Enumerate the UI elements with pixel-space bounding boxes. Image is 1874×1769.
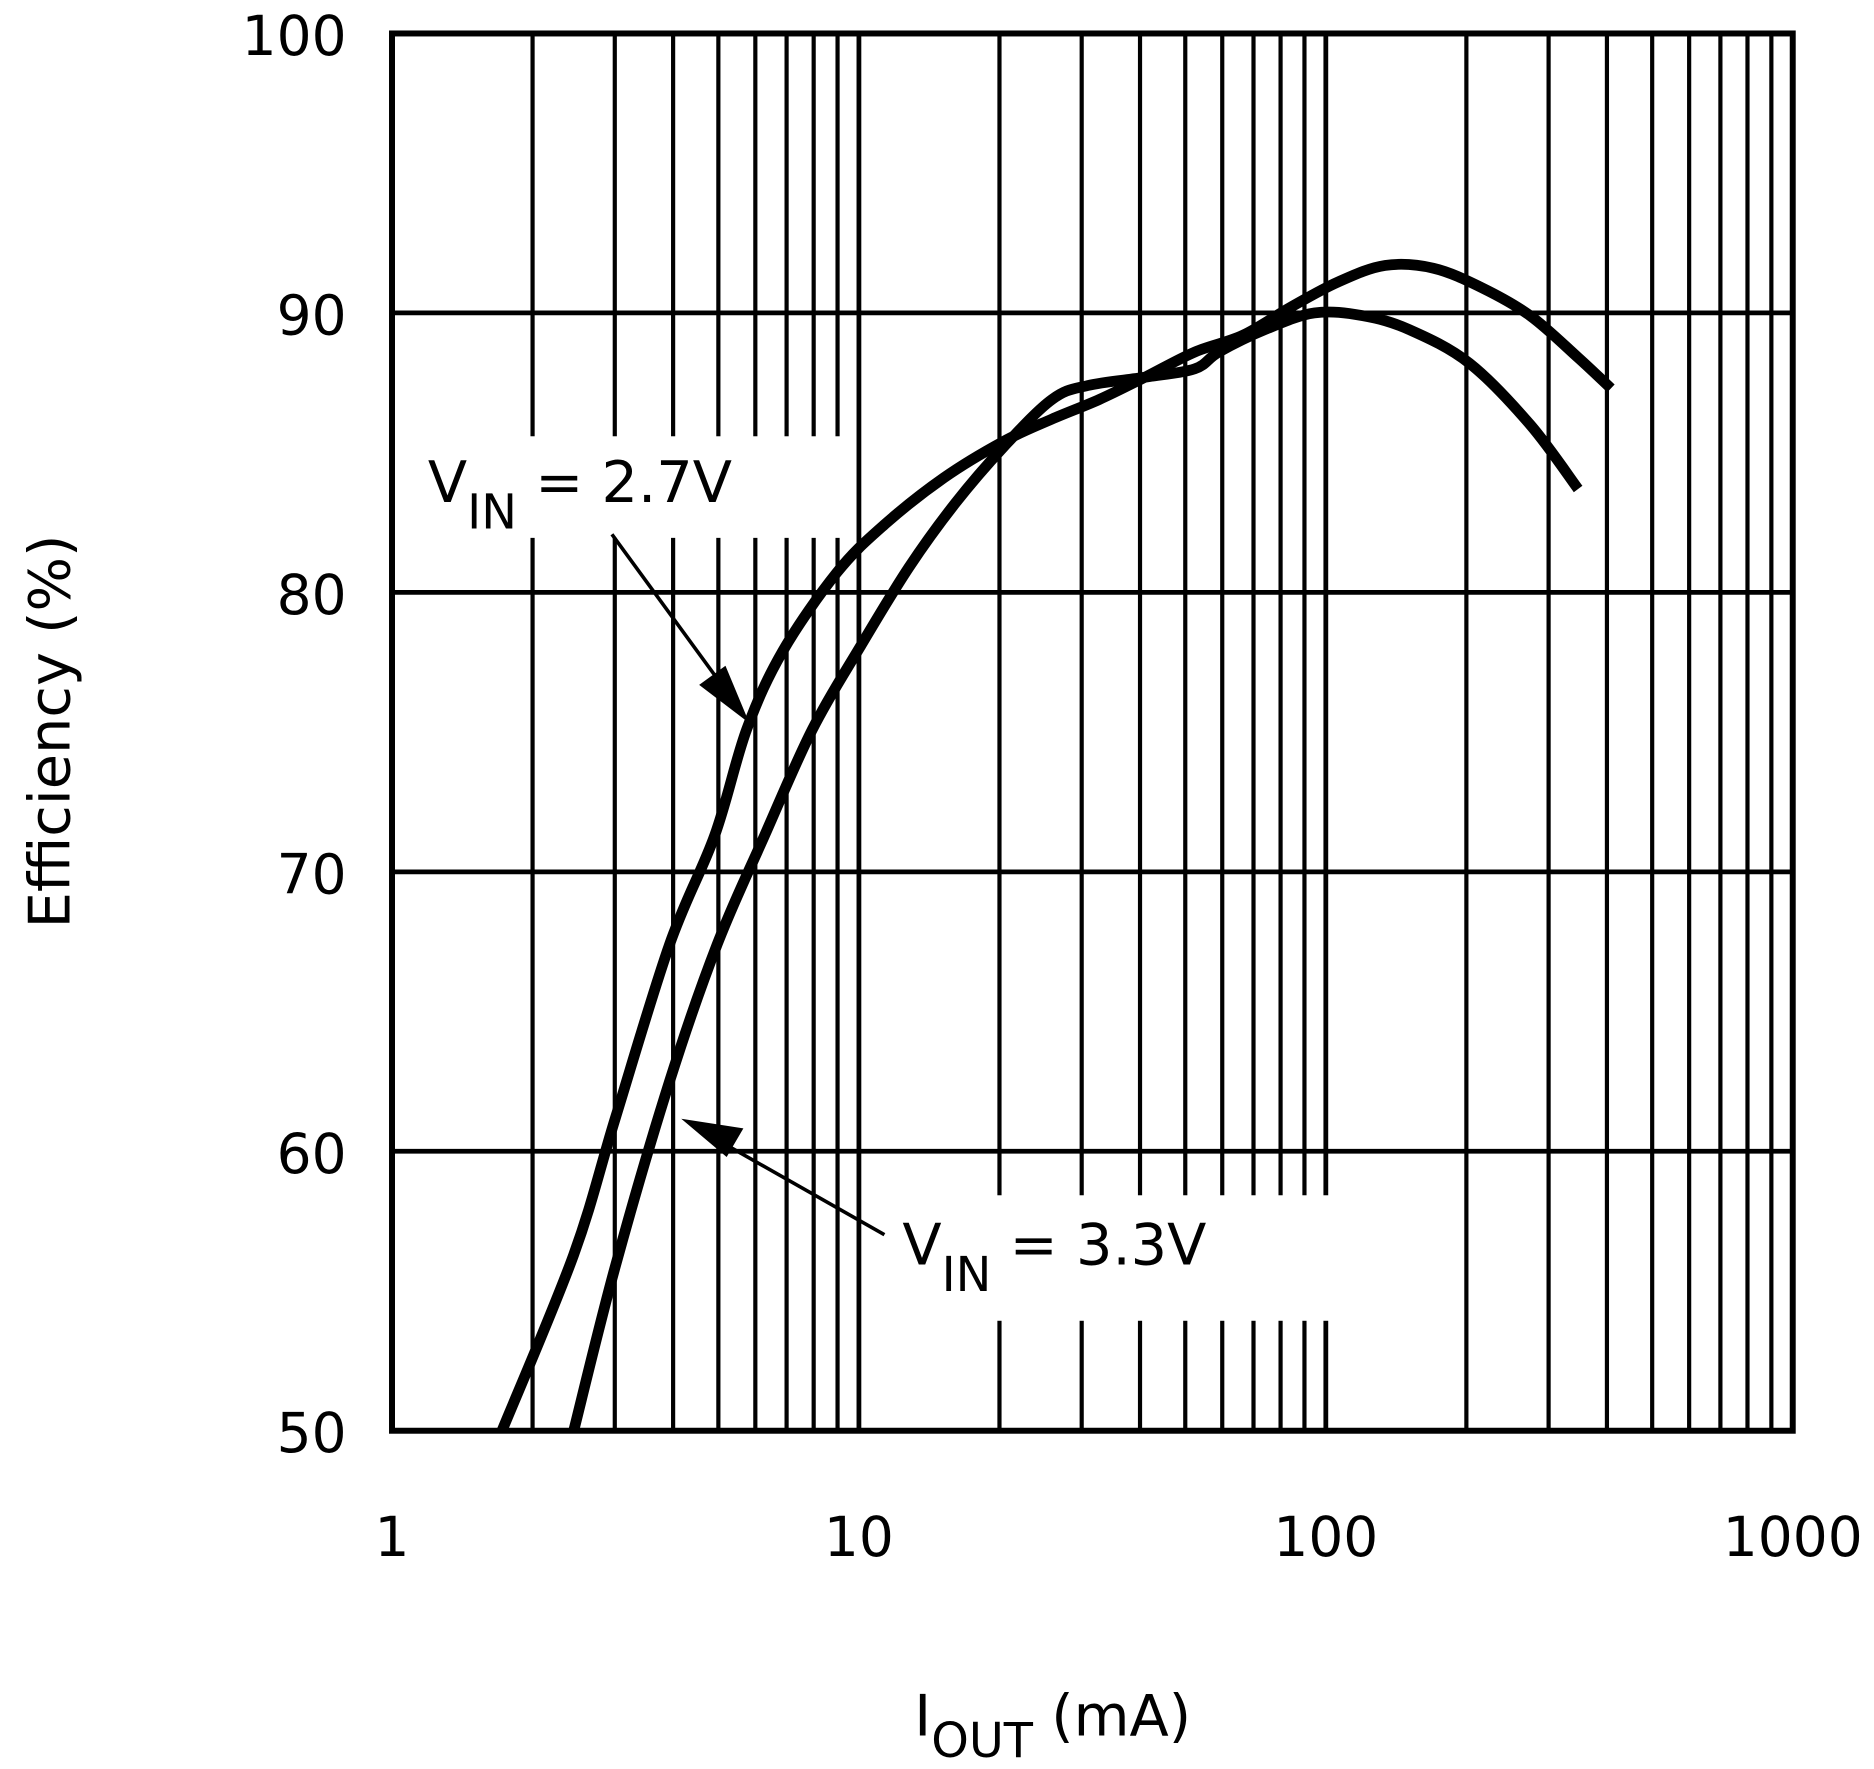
series-label-3.3v: VIN = 3.3V: [902, 1212, 1206, 1303]
x-tick-label: 100: [1273, 1505, 1378, 1569]
curves: [496, 258, 1615, 1433]
series-line-vin-3.3v: [568, 306, 1583, 1433]
x-tick-label: 10: [824, 1505, 894, 1569]
annotation-arrow-3.3v: [681, 1118, 886, 1237]
y-tick-label: 70: [277, 842, 347, 906]
label-backgrounds: [412, 436, 1330, 1321]
x-tick-label: 1: [375, 1505, 410, 1569]
x-axis-label: IOUT (mA): [914, 1683, 1191, 1769]
series-label-2.7v: VIN = 2.7V: [428, 449, 732, 540]
y-tick-labels: 50 60 70 80 90 100: [242, 4, 347, 1465]
y-axis-label: Efficiency (%): [16, 535, 83, 929]
x-tick-labels: 1 10 100 1000: [375, 1505, 1863, 1569]
label-bg-3.3v: [886, 1195, 1330, 1321]
y-tick-label: 100: [242, 4, 347, 68]
x-tick-label: 1000: [1723, 1505, 1863, 1569]
y-tick-label: 90: [277, 283, 347, 347]
y-tick-label: 80: [277, 563, 347, 627]
y-tick-label: 60: [277, 1122, 347, 1186]
label-bg-2.7v: [412, 436, 855, 538]
annotation-arrow-2.7v: [610, 533, 750, 724]
plot-frame: [389, 30, 1796, 1434]
y-tick-label: 50: [277, 1401, 347, 1465]
